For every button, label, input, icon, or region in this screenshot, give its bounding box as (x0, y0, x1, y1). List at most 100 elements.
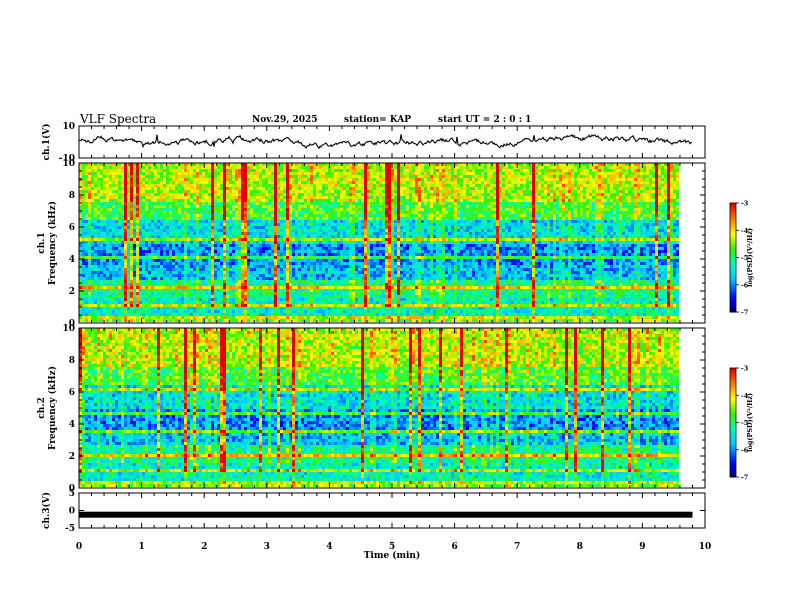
ch1-spectrogram-cell (481, 178, 484, 181)
ch1-spectrogram-cell (388, 214, 391, 217)
ch1-spectrogram-cell (550, 181, 553, 184)
ch1-spectrogram-cell (214, 196, 217, 199)
ch1-spectrogram-cell (256, 211, 259, 214)
ch1-spectrogram-cell (166, 220, 169, 223)
ch1-spectrogram-cell (187, 208, 190, 211)
ch1-spectrogram-cell (157, 220, 160, 223)
ch1-spectrogram-cell (307, 235, 310, 238)
ch1-spectrogram-cell (457, 169, 460, 172)
ch1-spectrogram-cell (232, 178, 235, 181)
ch1-spectrogram-cell (322, 211, 325, 214)
ch1-spectrogram-cell (280, 229, 283, 232)
ch1-spectrogram-cell (253, 220, 256, 223)
ch1-spectrogram-cell (376, 226, 379, 229)
ch1-spectrogram-cell (670, 193, 673, 196)
ch1-spectrogram-cell (271, 175, 274, 178)
ch1-spectrogram-cell (406, 226, 409, 229)
ch1-spectrogram-cell (535, 220, 538, 223)
ch1-spectrogram-cell (286, 205, 289, 208)
ch1-spectrogram-cell (292, 202, 295, 205)
ch1-spectrogram-cell (394, 196, 397, 199)
ch1-spectrogram-cell (514, 199, 517, 202)
ch1-spectrogram-cell (580, 223, 583, 226)
ch1-spectrogram-cell (655, 175, 658, 178)
ch1-spectrogram-cell (361, 211, 364, 214)
ch1-spectrogram-cell (664, 202, 667, 205)
ch1-spectrogram-cell (583, 232, 586, 235)
ch1-spectrogram-cell (109, 187, 112, 190)
ch1-spectrogram-cell (472, 223, 475, 226)
ch1-spectrogram-cell (460, 226, 463, 229)
ch1-spectrogram-cell (460, 166, 463, 169)
ch1-spectrogram-cell (106, 163, 109, 166)
ch1-spectrogram-cell (259, 163, 262, 166)
ch1-spectrogram-cell (628, 229, 631, 232)
ch1-spectrogram-cell (130, 184, 133, 187)
ch1-spectrogram-cell (460, 223, 463, 226)
ch1-spectrogram-cell (91, 202, 94, 205)
ch1-spectrogram-cell (667, 226, 670, 229)
ch1-spectrogram-cell (211, 190, 214, 193)
ch1-spectrogram-cell (640, 232, 643, 235)
ch1-spectrogram-cell (631, 163, 634, 166)
ch1-spectrogram-cell (193, 184, 196, 187)
ch1-spectrogram-cell (559, 226, 562, 229)
ch1-spectrogram-cell (370, 208, 373, 211)
ch1-spectrogram-cell (493, 175, 496, 178)
ch1-spectrogram-cell (319, 229, 322, 232)
ch1-spectrogram-cell (481, 175, 484, 178)
ch1-spectrogram-cell (247, 214, 250, 217)
ch1-spectrogram-cell (355, 232, 358, 235)
ch1-spectrogram-cell (505, 172, 508, 175)
ch1-spectrogram-cell (304, 235, 307, 238)
ch1-spectrogram-cell (349, 229, 352, 232)
ch1-spectrogram-cell (616, 166, 619, 169)
ch1-spectrogram-cell (580, 220, 583, 223)
ch1-spectrogram-cell (391, 211, 394, 214)
ch1-spectrogram-cell (283, 220, 286, 223)
ch1-spectrogram-cell (373, 196, 376, 199)
ch1-spectrogram-cell (559, 217, 562, 220)
ch1-spectrogram-cell (283, 205, 286, 208)
ch1-spectrogram-cell (457, 166, 460, 169)
ch1-spectrogram-cell (106, 223, 109, 226)
ch1-spectrogram-cell (109, 208, 112, 211)
ch1-spectrogram-cell (538, 232, 541, 235)
ch1-spectrogram-cell (145, 178, 148, 181)
ch1-spectrogram-cell (238, 217, 241, 220)
ch1-spectrogram-cell (202, 190, 205, 193)
ch1-spectrogram-cell (460, 214, 463, 217)
ch1-spectrogram-cell (250, 217, 253, 220)
ch1-spectrogram-cell (142, 181, 145, 184)
ch1-spectrogram-cell (481, 214, 484, 217)
ch1-spectrogram-cell (310, 217, 313, 220)
ch1-spectrogram-cell (442, 193, 445, 196)
ch1-spectrogram-cell (301, 190, 304, 193)
ch1-spectrogram-cell (610, 166, 613, 169)
ch1-spectrogram-cell (349, 187, 352, 190)
ch1-spectrogram-cell (610, 175, 613, 178)
ch1-spectrogram-cell (532, 187, 535, 190)
ch1-spectrogram-cell (445, 175, 448, 178)
ch1-spectrogram-cell (610, 199, 613, 202)
ch1-spectrogram-cell (487, 202, 490, 205)
ch1-spectrogram-cell (394, 217, 397, 220)
ch1-spectrogram-cell (367, 220, 370, 223)
ch1-spectrogram-cell (367, 190, 370, 193)
ch1-spectrogram-cell (283, 235, 286, 238)
ch1-spectrogram-cell (307, 196, 310, 199)
ch1-spectrogram-cell (571, 184, 574, 187)
ch1-spectrogram-cell (556, 166, 559, 169)
ch1-spectrogram-cell (436, 187, 439, 190)
ch1-spectrogram-cell (424, 214, 427, 217)
ch1-spectrogram-cell (415, 226, 418, 229)
ch1-spectrogram-cell (217, 199, 220, 202)
ch1-spectrogram-cell (190, 220, 193, 223)
ch1-spectrogram-cell (289, 193, 292, 196)
ch1-spectrogram-cell (580, 181, 583, 184)
ch1-spectrogram-cell (322, 187, 325, 190)
ch1-spectrogram-cell (313, 196, 316, 199)
ch1-spectrogram-cell (580, 187, 583, 190)
ch1-spectrogram-cell (370, 184, 373, 187)
ch1-spectrogram-cell (100, 211, 103, 214)
